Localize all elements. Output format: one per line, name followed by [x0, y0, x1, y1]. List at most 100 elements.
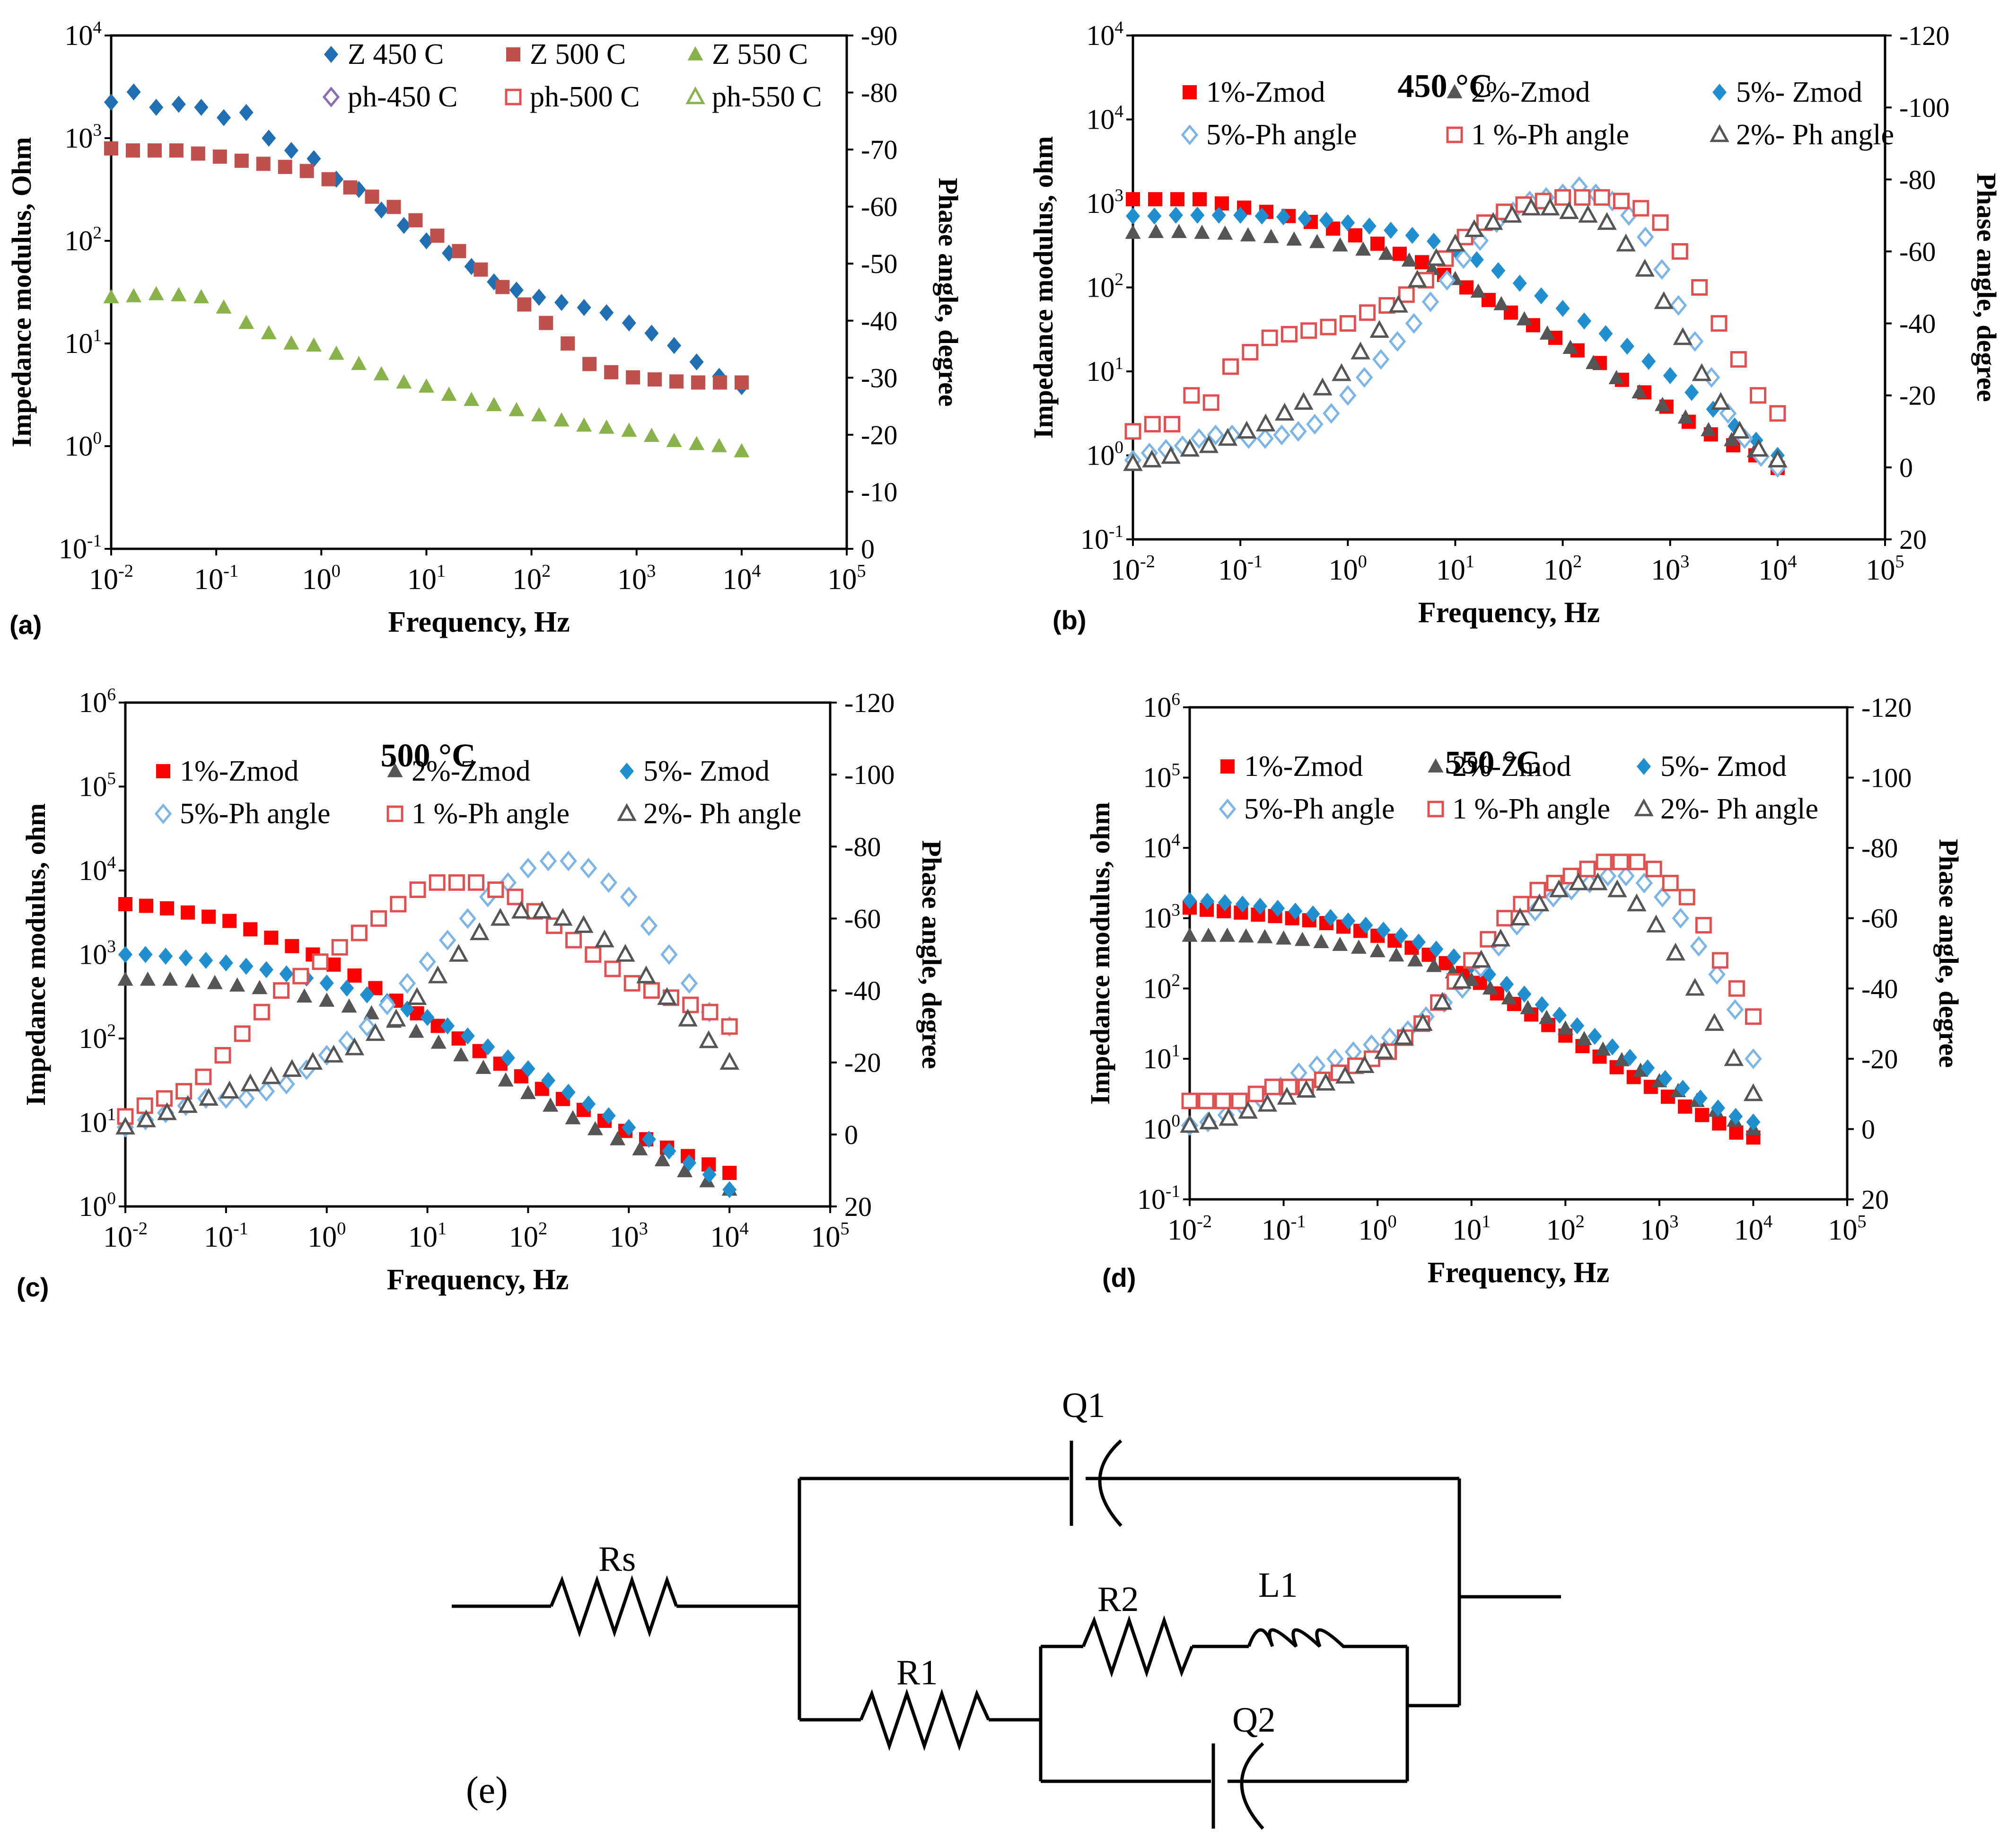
- data-point: [689, 436, 705, 450]
- legend-marker: [1446, 126, 1463, 143]
- data-point: [531, 407, 547, 422]
- legend-label: 2%-Zmod: [412, 755, 530, 787]
- data-point: [202, 909, 216, 924]
- y-tick-label: 101: [64, 326, 102, 359]
- data-point: [1539, 325, 1555, 340]
- y2-tick-label: 0: [844, 1119, 858, 1150]
- data-point: [1554, 189, 1571, 206]
- data-point: [344, 1037, 365, 1056]
- y-tick-label-base: 10: [1143, 832, 1171, 863]
- data-point: [468, 874, 485, 891]
- data-point: [1394, 927, 1408, 944]
- data-point: [1729, 1125, 1744, 1140]
- data-point: [261, 325, 277, 340]
- legend-marker: [506, 47, 520, 62]
- data-point: [1372, 349, 1390, 370]
- series-2-zmod: [1182, 927, 1761, 1135]
- data-point: [1768, 449, 1788, 467]
- data-point: [1684, 384, 1699, 401]
- data-point: [554, 294, 569, 311]
- data-point: [1254, 207, 1269, 225]
- y-tick-label-exp: 3: [93, 121, 102, 140]
- data-point: [296, 988, 312, 1003]
- x-tick-label-base: 10: [722, 563, 752, 596]
- data-point: [1276, 930, 1292, 945]
- data-point: [1274, 403, 1295, 421]
- data-point: [1620, 337, 1634, 355]
- data-point: [1585, 355, 1601, 369]
- y-tick-label-exp: 1: [1114, 354, 1123, 373]
- data-point: [565, 1110, 581, 1125]
- data-point: [386, 200, 401, 214]
- data-point: [487, 881, 504, 898]
- x-tick-label-exp: -2: [1197, 1212, 1212, 1232]
- data-point: [1607, 879, 1627, 898]
- data-point: [1323, 403, 1340, 424]
- data-point: [1335, 1065, 1355, 1084]
- data-point: [283, 335, 299, 350]
- x-tick-label-exp: -2: [132, 1219, 148, 1239]
- y2-tick-label: -40: [844, 976, 881, 1006]
- data-point: [1595, 1041, 1611, 1056]
- x-tick-label-base: 10: [302, 563, 332, 596]
- data-point: [303, 1052, 323, 1070]
- x-axis-title: Frequency, Hz: [387, 1264, 569, 1296]
- label-rs: Rs: [598, 1540, 636, 1579]
- y-tick-label: 104: [64, 18, 102, 51]
- data-point: [475, 1059, 491, 1074]
- data-point: [1424, 261, 1440, 275]
- data-point: [1452, 970, 1472, 989]
- data-point: [319, 974, 334, 992]
- data-point: [126, 83, 141, 101]
- data-point: [1724, 432, 1740, 447]
- data-point: [1412, 933, 1426, 951]
- data-point: [1482, 980, 1498, 995]
- data-point: [712, 375, 727, 390]
- data-point: [1597, 212, 1617, 230]
- label-r2: R2: [1097, 1580, 1139, 1619]
- data-point: [118, 946, 132, 963]
- data-point: [577, 299, 591, 317]
- y-tick-label-exp: 3: [1114, 186, 1123, 205]
- data-point: [363, 1005, 379, 1020]
- data-point: [1401, 252, 1417, 267]
- data-point: [1323, 909, 1338, 926]
- data-point: [1219, 1108, 1238, 1126]
- series-2-ph-angle: [115, 900, 739, 1135]
- x-tick-label: 101: [408, 1219, 447, 1253]
- data-point: [351, 924, 368, 942]
- data-point: [1313, 933, 1329, 948]
- data-point: [418, 378, 434, 393]
- data-point: [1562, 868, 1579, 885]
- data-point: [396, 217, 411, 234]
- x-tick-label-exp: 1: [1465, 552, 1474, 572]
- data-point: [229, 977, 246, 992]
- series-z-450-c: [104, 83, 749, 396]
- data-point: [1635, 872, 1653, 894]
- data-point: [1199, 1111, 1219, 1129]
- y2-tick-label: -20: [844, 1047, 881, 1078]
- y2-tick-label: 20: [1899, 524, 1927, 555]
- data-point: [579, 858, 597, 879]
- data-point: [1493, 296, 1509, 310]
- x-axis-title: Frequency, Hz: [1418, 597, 1600, 629]
- data-point: [598, 419, 614, 434]
- data-point: [441, 387, 457, 401]
- data-point: [331, 939, 348, 956]
- data-point: [147, 143, 162, 158]
- data-point: [1672, 907, 1689, 929]
- legend-label: 5%- Zmod: [643, 755, 770, 787]
- data-point: [585, 946, 602, 963]
- data-point: [1516, 311, 1532, 326]
- data-point: [582, 357, 597, 371]
- data-point: [1623, 1048, 1637, 1066]
- y-tick-label-base: 10: [1143, 692, 1171, 723]
- x-tick-label-base: 10: [103, 1221, 132, 1253]
- data-point: [1407, 952, 1423, 967]
- y-tick-label: 100: [79, 1189, 116, 1222]
- legend-marker: [617, 803, 637, 821]
- data-point: [1222, 358, 1239, 375]
- data-point: [1359, 304, 1376, 321]
- data-point: [1362, 217, 1377, 235]
- data-point: [1529, 893, 1550, 912]
